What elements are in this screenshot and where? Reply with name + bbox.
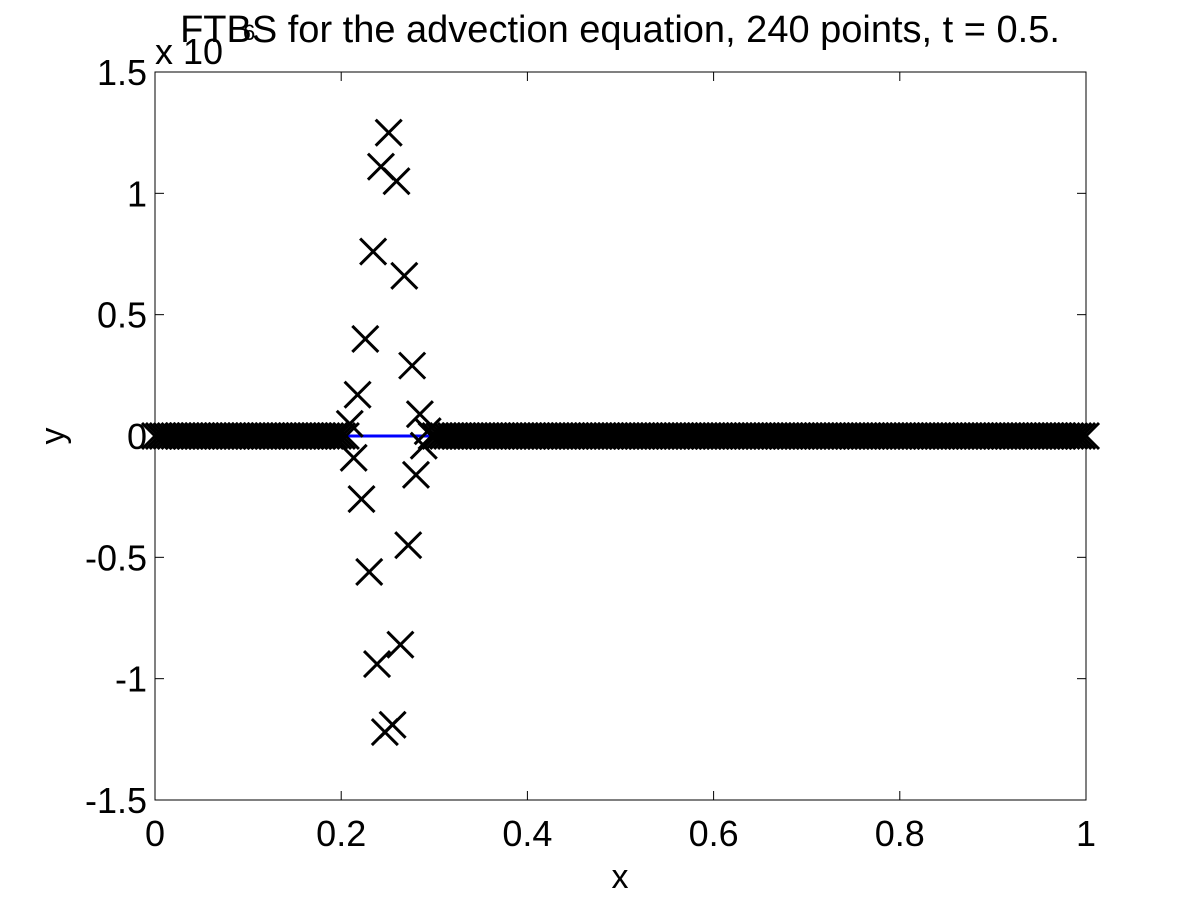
data-point-marker <box>394 531 423 560</box>
chart-title: FTBS for the advection equation, 240 poi… <box>180 9 1060 51</box>
y-tick-label: 1 <box>127 173 147 214</box>
data-point-marker <box>362 650 392 679</box>
data-point-marker <box>339 443 368 472</box>
data-point-marker <box>1060 421 1089 451</box>
x-tick-label: 0.2 <box>316 813 366 854</box>
data-point-marker <box>386 630 415 659</box>
y-multiplier-label: x 10 <box>155 31 223 72</box>
x-tick-label: 0.6 <box>689 813 739 854</box>
data-point-marker <box>347 485 376 514</box>
data-point-marker <box>335 409 364 438</box>
data-point-marker <box>320 421 349 451</box>
data-point-marker <box>378 710 407 739</box>
x-axis-label: x <box>612 858 629 896</box>
x-tick-label: 0 <box>145 813 165 854</box>
y-multiplier-exponent: 6 <box>243 20 255 45</box>
y-tick-label: -1 <box>115 659 147 700</box>
axis-ticks: 0 0.2 0.4 0.6 0.8 1 -1.5 -1 -0.5 0 0.5 1 1.5 <box>85 52 1096 854</box>
data-point-marker <box>405 400 434 429</box>
data-point-marker <box>359 237 388 266</box>
x-tick-label: 0.8 <box>875 813 925 854</box>
data-series <box>140 118 1101 747</box>
data-point-marker <box>1071 421 1101 451</box>
data-point-marker <box>398 351 427 380</box>
data-point-marker <box>1064 421 1093 451</box>
data-point-marker <box>343 380 372 409</box>
x-tick-label: 1 <box>1076 813 1096 854</box>
y-tick-label: 0.5 <box>97 295 147 336</box>
y-tick-label: -1.5 <box>85 780 147 821</box>
data-point-marker <box>390 261 419 290</box>
y-tick-label: -0.5 <box>85 537 147 578</box>
y-axis-label: y <box>34 428 72 445</box>
x-tick-label: 0.4 <box>502 813 552 854</box>
data-point-marker <box>382 167 411 196</box>
data-point-marker <box>351 324 380 353</box>
data-point-marker <box>1068 421 1097 451</box>
data-point-marker <box>401 460 431 489</box>
data-point-marker <box>355 557 384 586</box>
data-point-marker <box>327 421 357 451</box>
data-point-marker <box>374 118 403 147</box>
y-tick-label: 0 <box>127 416 147 457</box>
y-tick-label: 1.5 <box>97 52 147 93</box>
